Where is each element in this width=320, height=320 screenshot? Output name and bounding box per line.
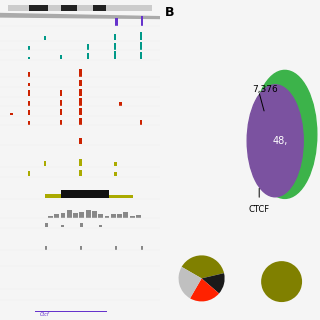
Bar bbox=[79, 98, 82, 106]
Bar bbox=[79, 108, 82, 115]
Bar bbox=[28, 101, 30, 106]
Bar bbox=[98, 211, 103, 218]
Bar bbox=[79, 138, 82, 144]
Bar bbox=[8, 5, 152, 11]
Polygon shape bbox=[0, 13, 160, 19]
Wedge shape bbox=[182, 255, 224, 278]
Bar bbox=[79, 118, 82, 125]
Wedge shape bbox=[179, 267, 202, 298]
Bar bbox=[28, 57, 30, 59]
Bar bbox=[114, 34, 116, 40]
Bar bbox=[140, 42, 142, 50]
Bar bbox=[60, 90, 62, 96]
Bar bbox=[80, 224, 83, 227]
Bar bbox=[28, 121, 30, 125]
Bar bbox=[67, 213, 72, 218]
Bar bbox=[109, 195, 133, 198]
Bar bbox=[60, 55, 62, 59]
Bar bbox=[141, 246, 143, 250]
Bar bbox=[111, 212, 116, 218]
Bar bbox=[115, 18, 118, 26]
Bar bbox=[28, 46, 30, 50]
Bar bbox=[28, 171, 30, 176]
Bar bbox=[54, 211, 59, 218]
Circle shape bbox=[253, 70, 317, 198]
Bar bbox=[10, 113, 13, 115]
Bar bbox=[44, 161, 46, 166]
Wedge shape bbox=[190, 278, 219, 301]
Text: CTCF: CTCF bbox=[249, 205, 270, 214]
Bar bbox=[61, 190, 109, 198]
Bar bbox=[28, 83, 30, 86]
Bar bbox=[99, 223, 102, 227]
Bar bbox=[79, 69, 82, 77]
Bar bbox=[114, 43, 116, 50]
Bar bbox=[124, 214, 128, 218]
Bar bbox=[45, 194, 61, 198]
Bar bbox=[117, 216, 122, 218]
Bar bbox=[136, 214, 141, 218]
Bar bbox=[114, 162, 117, 166]
Bar bbox=[79, 89, 82, 96]
Bar bbox=[45, 246, 47, 250]
Bar bbox=[73, 212, 78, 218]
Bar bbox=[79, 215, 84, 218]
Bar bbox=[79, 80, 82, 86]
Bar bbox=[87, 53, 89, 59]
Text: Ctcf: Ctcf bbox=[40, 312, 50, 317]
Bar bbox=[115, 246, 117, 250]
Bar bbox=[45, 225, 48, 227]
Bar bbox=[60, 215, 65, 218]
Bar bbox=[60, 100, 62, 106]
Bar bbox=[86, 210, 91, 218]
Bar bbox=[28, 110, 30, 115]
Bar bbox=[140, 32, 142, 40]
Bar bbox=[130, 216, 134, 218]
Text: 48,: 48, bbox=[272, 136, 288, 146]
Bar bbox=[28, 72, 30, 77]
Bar bbox=[140, 120, 142, 125]
Bar bbox=[61, 5, 77, 11]
Bar bbox=[60, 120, 62, 125]
Bar bbox=[92, 214, 97, 218]
Bar bbox=[44, 36, 46, 40]
Text: B: B bbox=[165, 6, 174, 20]
Bar bbox=[61, 225, 64, 227]
Bar bbox=[114, 51, 116, 59]
Bar bbox=[87, 44, 89, 50]
Text: 7,376: 7,376 bbox=[252, 85, 278, 94]
Bar bbox=[60, 109, 62, 115]
Circle shape bbox=[247, 85, 303, 197]
Bar bbox=[48, 216, 53, 218]
Bar bbox=[35, 311, 107, 312]
Bar bbox=[79, 170, 82, 176]
Bar bbox=[119, 102, 122, 106]
Bar bbox=[80, 246, 82, 250]
Bar bbox=[105, 215, 109, 218]
Bar bbox=[28, 90, 30, 96]
Bar bbox=[29, 5, 48, 11]
Bar bbox=[140, 52, 142, 59]
Bar bbox=[141, 16, 143, 26]
Bar bbox=[79, 159, 82, 166]
Bar bbox=[114, 172, 117, 176]
Wedge shape bbox=[202, 273, 225, 293]
Wedge shape bbox=[261, 261, 302, 302]
Bar bbox=[93, 5, 106, 11]
